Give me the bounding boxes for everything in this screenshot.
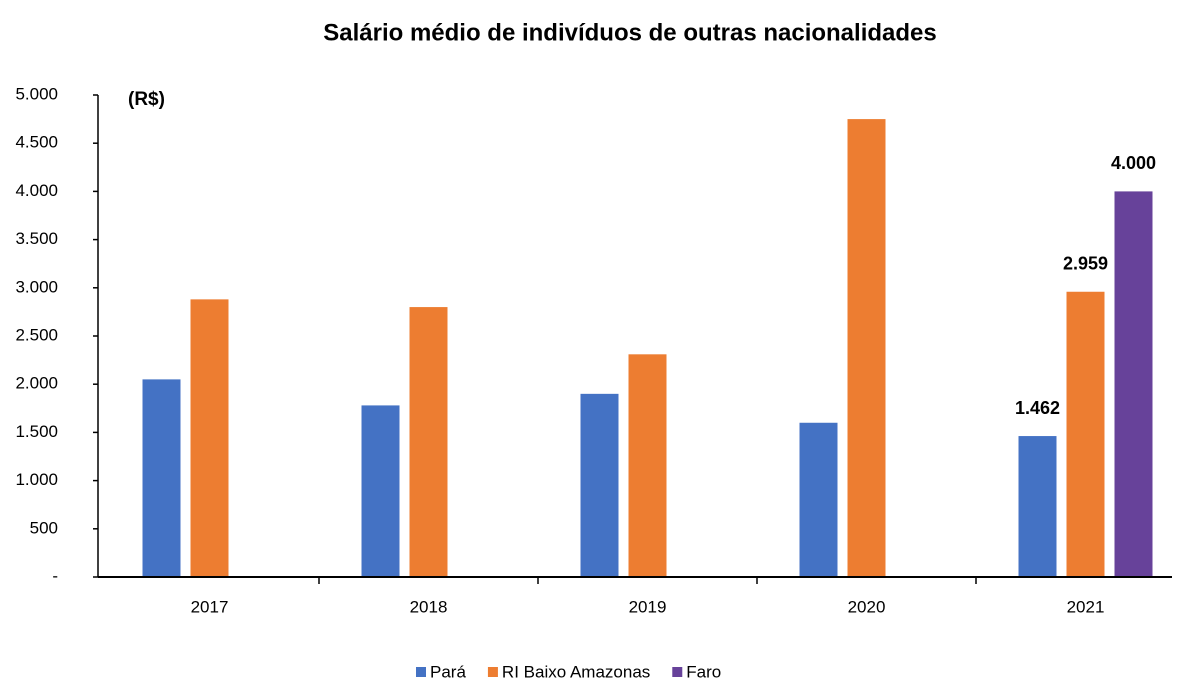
x-tick-label: 2018	[410, 597, 448, 616]
legend-label: Faro	[686, 662, 721, 681]
y-tick-label: 2.500	[15, 325, 58, 344]
legend-swatch	[487, 667, 498, 677]
x-tick-label: 2017	[191, 597, 229, 616]
bar	[799, 422, 838, 577]
y-tick-label: -	[52, 566, 58, 585]
x-tick-label: 2019	[629, 597, 667, 616]
bar	[190, 299, 229, 577]
bar	[409, 307, 448, 577]
y-tick-label: 3.500	[15, 229, 58, 248]
bar	[1066, 291, 1105, 577]
bar	[361, 405, 400, 577]
bar	[580, 393, 619, 577]
bar	[628, 354, 667, 577]
value-label: 1.462	[1015, 398, 1060, 418]
y-tick-label: 4.500	[15, 133, 58, 152]
bar	[1114, 191, 1153, 577]
bar	[142, 379, 181, 577]
x-tick-label: 2021	[1067, 597, 1105, 616]
legend-swatch	[672, 667, 683, 677]
y-tick-label: 500	[30, 518, 58, 537]
y-tick-label: 3.000	[15, 277, 58, 296]
value-label: 4.000	[1111, 153, 1156, 173]
y-tick-label: 1.500	[15, 422, 58, 441]
y-tick-label: 4.000	[15, 181, 58, 200]
y-tick-label: 1.000	[15, 470, 58, 489]
bar	[1018, 436, 1057, 577]
y-tick-label: 5.000	[15, 84, 58, 103]
y-tick-label: 2.000	[15, 374, 58, 393]
value-label: 2.959	[1063, 254, 1108, 274]
y-axis-label: (R$)	[128, 89, 165, 110]
chart-title: Salário médio de indivíduos de outras na…	[323, 19, 936, 46]
x-tick-label: 2020	[848, 597, 886, 616]
legend-swatch	[416, 667, 426, 677]
legend-label: Pará	[430, 662, 466, 681]
bar	[847, 119, 886, 577]
legend-label: RI Baixo Amazonas	[502, 662, 650, 681]
